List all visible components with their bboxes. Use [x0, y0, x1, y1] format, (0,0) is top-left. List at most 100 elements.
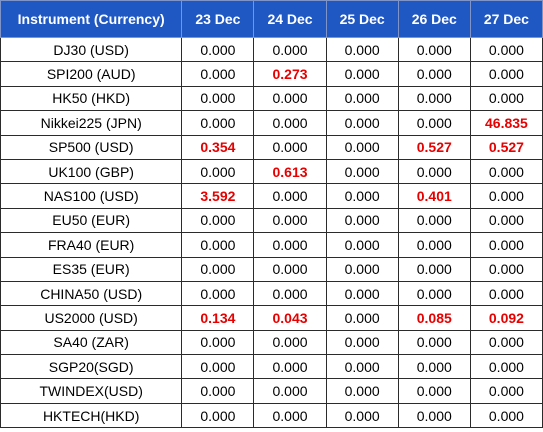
dividend-value-cell: 0.000: [181, 354, 255, 380]
dividend-value-cell: 0.000: [325, 402, 399, 429]
dividend-value-cell: 0.000: [325, 158, 399, 185]
dividend-value-cell: 0.000: [469, 256, 543, 282]
dividend-value-cell: 0.000: [181, 329, 255, 356]
table-row: SPI200 (AUD) 0.000 0.273 0.000 0.000 0.000: [0, 61, 543, 87]
table-row: TWINDEX(USD) 0.000 0.000 0.000 0.000 0.000: [0, 378, 543, 404]
dividend-value-cell: 0.000: [253, 207, 327, 234]
dividend-value-cell: 0.000: [397, 207, 471, 234]
dividend-value-cell: 0.000: [253, 402, 327, 429]
dividend-value-cell: 0.273: [253, 61, 327, 87]
dividend-value-cell: 0.000: [397, 329, 471, 356]
dividend-value-cell: 0.000: [469, 85, 543, 112]
table-row: NAS100 (USD) 3.592 0.000 0.000 0.401 0.000: [0, 183, 543, 209]
instrument-cell: ES35 (EUR): [0, 256, 183, 282]
dividend-value-cell: 0.527: [397, 134, 471, 160]
dividend-value-cell: 0.613: [253, 158, 327, 185]
dividend-value-cell: 0.000: [253, 134, 327, 160]
column-header-date: 23 Dec: [181, 0, 255, 38]
dividend-value-cell: 0.000: [469, 378, 543, 404]
instrument-cell: SP500 (USD): [0, 134, 183, 160]
table-header: Instrument (Currency) 23 Dec 24 Dec 25 D…: [0, 0, 543, 38]
dividend-value-cell: 0.000: [181, 36, 255, 63]
column-header-date: 27 Dec: [469, 0, 543, 38]
dividend-value-cell: 0.000: [397, 110, 471, 136]
dividend-value-cell: 0.000: [325, 232, 399, 258]
dividend-value-cell: 0.000: [325, 134, 399, 160]
dividend-value-cell: 0.000: [253, 36, 327, 63]
dividend-value-cell: 0.000: [181, 207, 255, 234]
dividend-value-cell: 0.000: [253, 280, 327, 307]
dividend-value-cell: 0.000: [397, 36, 471, 63]
dividend-value-cell: 0.000: [469, 158, 543, 185]
column-header-date: 24 Dec: [253, 0, 327, 38]
dividend-value-cell: 0.000: [181, 378, 255, 404]
dividend-value-cell: 0.000: [181, 232, 255, 258]
dividend-value-cell: 0.000: [397, 280, 471, 307]
dividend-value-cell: 0.000: [469, 232, 543, 258]
table-row: HKTECH(HKD) 0.000 0.000 0.000 0.000 0.000: [0, 402, 543, 429]
dividend-value-cell: 0.000: [253, 183, 327, 209]
dividend-value-cell: 0.000: [469, 354, 543, 380]
dividend-value-cell: 0.000: [325, 207, 399, 234]
dividend-value-cell: 0.000: [397, 61, 471, 87]
table-row: ES35 (EUR) 0.000 0.000 0.000 0.000 0.000: [0, 256, 543, 282]
header-row: Instrument (Currency) 23 Dec 24 Dec 25 D…: [0, 0, 543, 38]
table-row: CHINA50 (USD) 0.000 0.000 0.000 0.000 0.000: [0, 280, 543, 307]
dividend-value-cell: 0.000: [181, 256, 255, 282]
dividend-value-cell: 0.000: [325, 183, 399, 209]
table-row: Nikkei225 (JPN) 0.000 0.000 0.000 0.000 46.83…: [0, 110, 543, 136]
dividend-value-cell: 0.000: [253, 85, 327, 112]
dividend-value-cell: 0.000: [253, 256, 327, 282]
table-row: SA40 (ZAR) 0.000 0.000 0.000 0.000 0.000: [0, 329, 543, 356]
table-row: DJ30 (USD) 0.000 0.000 0.000 0.000 0.000: [0, 36, 543, 63]
table-row: FRA40 (EUR) 0.000 0.000 0.000 0.000 0.000: [0, 232, 543, 258]
column-header-instrument: Instrument (Currency): [0, 0, 183, 38]
dividend-value-cell: 0.000: [325, 280, 399, 307]
instrument-cell: NAS100 (USD): [0, 183, 183, 209]
instrument-cell: SPI200 (AUD): [0, 61, 183, 87]
dividend-value-cell: 0.000: [325, 354, 399, 380]
dividend-value-cell: 0.092: [469, 305, 543, 331]
dividend-value-cell: 0.000: [325, 256, 399, 282]
dividend-value-cell: 0.000: [181, 158, 255, 185]
instrument-cell: HKTECH(HKD): [0, 402, 183, 429]
dividend-value-cell: 0.000: [469, 183, 543, 209]
instrument-cell: EU50 (EUR): [0, 207, 183, 234]
dividend-value-cell: 0.000: [253, 110, 327, 136]
dividend-value-cell: 0.000: [181, 110, 255, 136]
dividend-value-cell: 0.000: [469, 402, 543, 429]
dividend-value-cell: 0.000: [325, 329, 399, 356]
dividend-value-cell: 0.000: [397, 402, 471, 429]
dividend-value-cell: 0.000: [397, 85, 471, 112]
dividend-value-cell: 0.000: [325, 85, 399, 112]
dividend-value-cell: 0.000: [469, 207, 543, 234]
dividend-value-cell: 0.000: [325, 110, 399, 136]
dividend-value-cell: 0.000: [181, 280, 255, 307]
instrument-cell: UK100 (GBP): [0, 158, 183, 185]
instrument-cell: CHINA50 (USD): [0, 280, 183, 307]
instrument-cell: FRA40 (EUR): [0, 232, 183, 258]
dividend-value-cell: 0.000: [469, 36, 543, 63]
dividend-value-cell: 0.527: [469, 134, 543, 160]
dividend-value-cell: 0.000: [253, 354, 327, 380]
dividend-value-cell: 0.000: [397, 158, 471, 185]
dividend-value-cell: 0.134: [181, 305, 255, 331]
dividend-value-cell: 0.401: [397, 183, 471, 209]
dividend-value-cell: 46.835: [469, 110, 543, 136]
table-row: UK100 (GBP) 0.000 0.613 0.000 0.000 0.000: [0, 158, 543, 185]
column-header-date: 26 Dec: [397, 0, 471, 38]
dividend-value-cell: 0.000: [469, 329, 543, 356]
dividend-value-cell: 0.000: [253, 378, 327, 404]
table-row: SGP20(SGD) 0.000 0.000 0.000 0.000 0.000: [0, 354, 543, 380]
instrument-cell: Nikkei225 (JPN): [0, 110, 183, 136]
dividend-value-cell: 0.000: [469, 61, 543, 87]
instrument-cell: DJ30 (USD): [0, 36, 183, 63]
table-row: HK50 (HKD) 0.000 0.000 0.000 0.000 0.000: [0, 85, 543, 112]
dividend-value-cell: 0.000: [181, 85, 255, 112]
instrument-cell: TWINDEX(USD): [0, 378, 183, 404]
instrument-cell: US2000 (USD): [0, 305, 183, 331]
dividend-value-cell: 0.000: [181, 61, 255, 87]
table-row: US2000 (USD) 0.134 0.043 0.000 0.085 0.092: [0, 305, 543, 331]
dividend-value-cell: 0.000: [181, 402, 255, 429]
